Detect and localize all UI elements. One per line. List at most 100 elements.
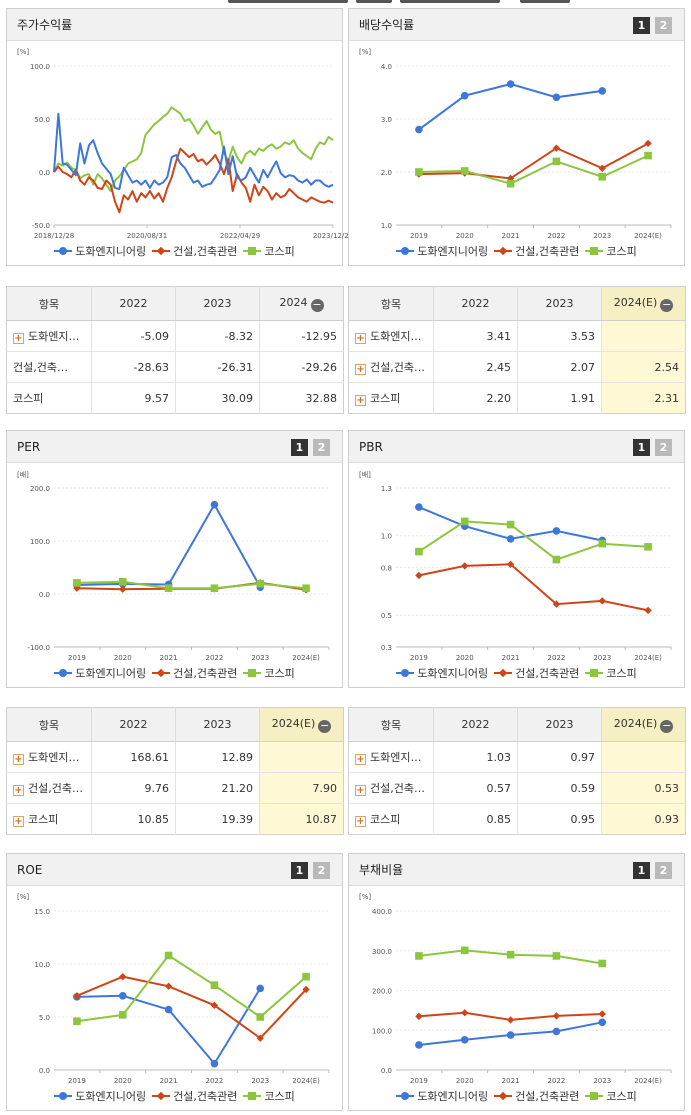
data-point-dohwa[interactable] <box>506 80 515 88</box>
data-point-kospi[interactable] <box>256 579 265 588</box>
legend-item-construction[interactable]: 건설,건축관련 <box>494 243 579 259</box>
chart-button-1[interactable]: 1 <box>291 439 308 456</box>
data-point-dohwa[interactable] <box>164 1005 173 1014</box>
legend-item-dohwa[interactable]: 도화엔지니어링 <box>396 1088 488 1104</box>
legend-item-kospi[interactable]: 코스피 <box>585 243 637 259</box>
legend-item-construction[interactable]: 건설,건축관련 <box>152 243 237 259</box>
data-point-construction[interactable] <box>506 1016 515 1024</box>
data-point-dohwa[interactable] <box>506 535 515 543</box>
data-point-kospi[interactable] <box>598 959 607 968</box>
data-point-kospi[interactable] <box>598 172 607 181</box>
data-point-kospi[interactable] <box>460 167 469 175</box>
expand-icon[interactable]: + <box>13 333 24 344</box>
data-point-construction[interactable] <box>256 1034 264 1042</box>
data-point-dohwa[interactable] <box>598 87 607 95</box>
chart-button-2[interactable]: 2 <box>313 439 330 456</box>
data-point-dohwa[interactable] <box>506 1031 515 1039</box>
data-point-construction[interactable] <box>164 982 173 990</box>
data-point-dohwa[interactable] <box>415 125 423 134</box>
data-point-dohwa[interactable] <box>460 1035 469 1044</box>
collapse-icon[interactable]: − <box>660 718 674 733</box>
legend-item-kospi[interactable]: 코스피 <box>585 1088 637 1104</box>
data-point-construction[interactable] <box>119 585 127 593</box>
data-point-kospi[interactable] <box>415 547 423 556</box>
chart-button-2[interactable]: 2 <box>655 439 672 456</box>
legend-item-construction[interactable]: 건설,건축관련 <box>494 1088 579 1104</box>
data-point-kospi[interactable] <box>118 1011 127 1019</box>
data-point-dohwa[interactable] <box>552 93 561 102</box>
expand-icon[interactable]: + <box>355 333 366 344</box>
legend-item-construction[interactable]: 건설,건축관련 <box>152 665 237 681</box>
data-point-construction[interactable] <box>461 1009 469 1017</box>
data-point-construction[interactable] <box>598 164 606 172</box>
data-point-kospi[interactable] <box>415 952 423 960</box>
data-point-dohwa[interactable] <box>552 1027 561 1036</box>
expand-icon[interactable]: + <box>355 395 366 406</box>
legend-item-dohwa[interactable]: 도화엔지니어링 <box>396 665 488 681</box>
data-point-kospi[interactable] <box>460 517 469 526</box>
legend-item-kospi[interactable]: 코스피 <box>585 665 637 681</box>
data-point-construction[interactable] <box>552 144 561 152</box>
data-point-kospi[interactable] <box>302 584 310 593</box>
data-point-construction[interactable] <box>210 1001 219 1010</box>
data-point-kospi[interactable] <box>552 952 561 960</box>
data-point-kospi[interactable] <box>644 543 652 551</box>
data-point-kospi[interactable] <box>118 578 127 586</box>
data-point-dohwa[interactable] <box>210 1059 219 1068</box>
data-point-kospi[interactable] <box>506 179 515 188</box>
expand-icon[interactable]: + <box>355 816 366 827</box>
data-point-kospi[interactable] <box>164 584 173 592</box>
data-point-kospi[interactable] <box>506 520 515 529</box>
data-point-construction[interactable] <box>415 1012 423 1021</box>
chart-button-2[interactable]: 2 <box>313 862 330 879</box>
data-point-kospi[interactable] <box>210 584 219 593</box>
expand-icon[interactable]: + <box>355 785 366 796</box>
data-point-dohwa[interactable] <box>256 984 265 993</box>
data-point-construction[interactable] <box>461 562 469 570</box>
chart-button-1[interactable]: 1 <box>633 862 650 879</box>
data-point-construction[interactable] <box>644 139 652 148</box>
expand-icon[interactable]: + <box>13 816 24 827</box>
legend-item-dohwa[interactable]: 도화엔지니어링 <box>54 665 146 681</box>
legend-item-kospi[interactable]: 코스피 <box>243 665 295 681</box>
data-point-kospi[interactable] <box>506 950 515 959</box>
data-point-kospi[interactable] <box>256 1013 265 1021</box>
data-point-dohwa[interactable] <box>118 992 127 1000</box>
data-point-kospi[interactable] <box>73 579 81 587</box>
expand-icon[interactable]: + <box>355 754 366 765</box>
legend-item-kospi[interactable]: 코스피 <box>243 1088 295 1104</box>
data-point-construction[interactable] <box>552 1012 561 1020</box>
legend-item-dohwa[interactable]: 도화엔지니어링 <box>396 243 488 259</box>
expand-icon[interactable]: + <box>13 785 24 796</box>
data-point-construction[interactable] <box>415 571 423 580</box>
data-point-construction[interactable] <box>302 985 310 994</box>
legend-item-kospi[interactable]: 코스피 <box>243 243 295 259</box>
legend-item-construction[interactable]: 건설,건축관련 <box>152 1088 237 1104</box>
data-point-dohwa[interactable] <box>210 500 219 509</box>
expand-icon[interactable]: + <box>13 754 24 765</box>
data-point-dohwa[interactable] <box>415 503 423 511</box>
chart-button-1[interactable]: 1 <box>633 439 650 456</box>
data-point-kospi[interactable] <box>460 946 469 955</box>
legend-item-dohwa[interactable]: 도화엔지니어링 <box>54 243 146 259</box>
data-point-kospi[interactable] <box>552 157 561 166</box>
data-point-kospi[interactable] <box>302 972 310 981</box>
data-point-kospi[interactable] <box>164 951 173 960</box>
chart-button-2[interactable]: 2 <box>655 17 672 34</box>
expand-icon[interactable]: + <box>355 364 366 375</box>
collapse-icon[interactable]: − <box>310 297 324 312</box>
data-point-kospi[interactable] <box>552 555 561 564</box>
legend-item-dohwa[interactable]: 도화엔지니어링 <box>54 1088 146 1104</box>
chart-button-1[interactable]: 1 <box>291 862 308 879</box>
data-point-construction[interactable] <box>119 973 127 981</box>
chart-button-1[interactable]: 1 <box>633 17 650 34</box>
data-point-kospi[interactable] <box>598 539 607 548</box>
data-point-construction[interactable] <box>598 1010 606 1018</box>
data-point-dohwa[interactable] <box>552 527 561 535</box>
data-point-construction[interactable] <box>644 606 652 615</box>
data-point-kospi[interactable] <box>210 981 219 989</box>
data-point-construction[interactable] <box>598 597 606 605</box>
legend-item-construction[interactable]: 건설,건축관련 <box>494 665 579 681</box>
data-point-dohwa[interactable] <box>598 1018 607 1027</box>
data-point-kospi[interactable] <box>415 168 423 176</box>
